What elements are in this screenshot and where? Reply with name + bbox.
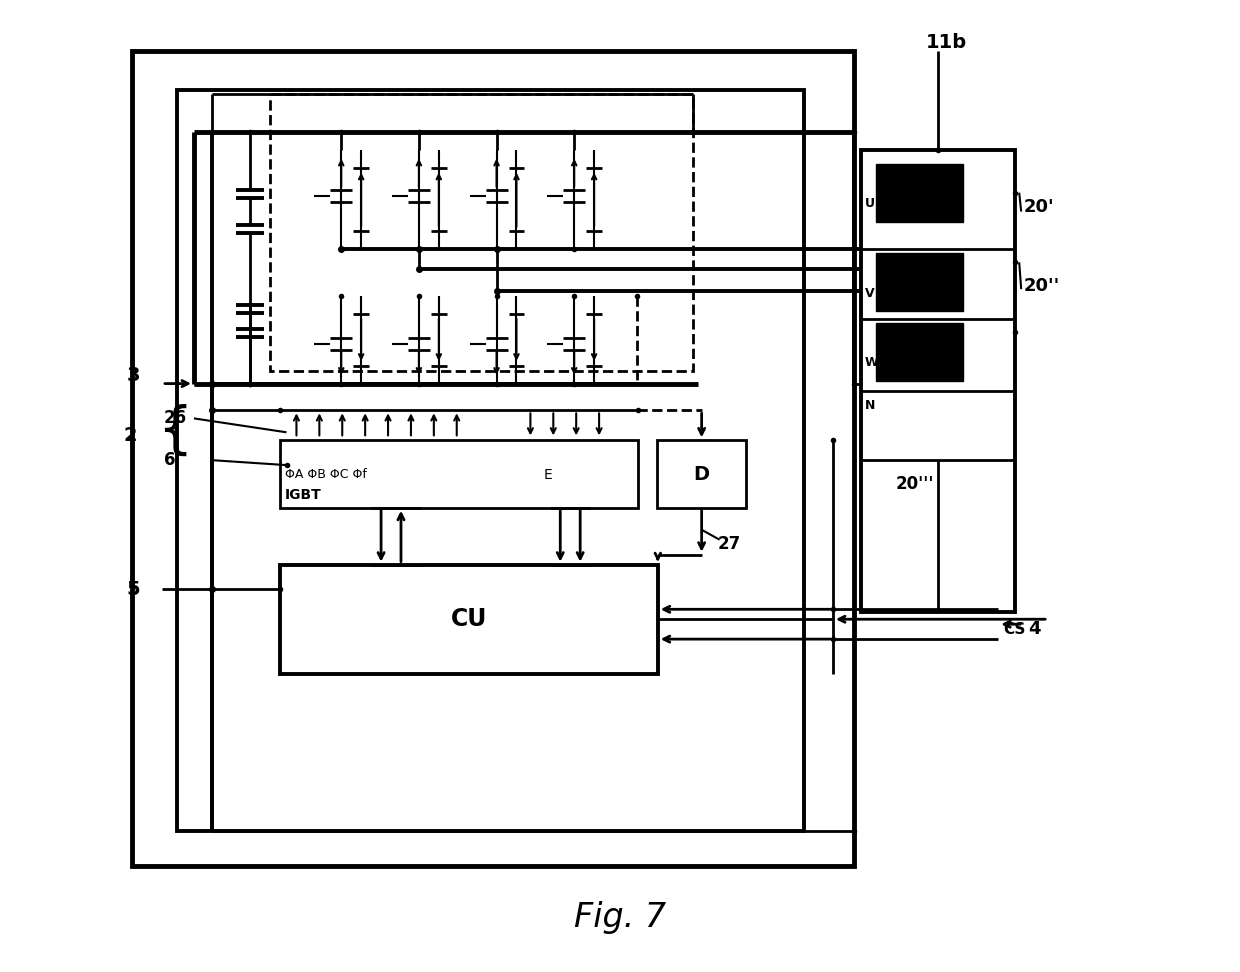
Bar bbox=[861, 150, 1016, 612]
Text: 2: 2 bbox=[124, 426, 138, 445]
Bar bbox=[875, 323, 963, 381]
Text: 20''': 20''' bbox=[895, 475, 934, 493]
Text: 27: 27 bbox=[718, 535, 740, 553]
Text: U: U bbox=[864, 197, 875, 210]
Text: CU: CU bbox=[450, 608, 487, 631]
Bar bbox=[269, 94, 693, 370]
Bar bbox=[279, 565, 658, 674]
Text: 4: 4 bbox=[1028, 620, 1040, 639]
Text: V: V bbox=[864, 287, 874, 299]
Text: N: N bbox=[864, 399, 875, 411]
Text: E: E bbox=[543, 469, 552, 482]
Bar bbox=[875, 164, 963, 222]
Text: {: { bbox=[157, 403, 192, 457]
Bar bbox=[657, 440, 746, 508]
Text: 5: 5 bbox=[126, 580, 140, 599]
Bar bbox=[133, 51, 854, 866]
Text: Fig. 7: Fig. 7 bbox=[574, 901, 666, 934]
Bar bbox=[279, 440, 637, 508]
Text: 3: 3 bbox=[126, 366, 140, 385]
Text: 11b: 11b bbox=[925, 33, 967, 52]
Text: D: D bbox=[693, 465, 709, 483]
Text: IGBT: IGBT bbox=[284, 488, 321, 502]
Bar bbox=[177, 90, 805, 831]
Bar bbox=[875, 254, 963, 311]
Text: W: W bbox=[864, 356, 879, 369]
Text: ΦA ΦB ΦC Φf: ΦA ΦB ΦC Φf bbox=[284, 469, 366, 481]
Text: 20'': 20'' bbox=[1023, 277, 1059, 295]
Text: CS: CS bbox=[1003, 622, 1025, 637]
Text: 20': 20' bbox=[1023, 197, 1054, 216]
Text: 26: 26 bbox=[164, 409, 187, 428]
Text: 6: 6 bbox=[164, 451, 176, 469]
